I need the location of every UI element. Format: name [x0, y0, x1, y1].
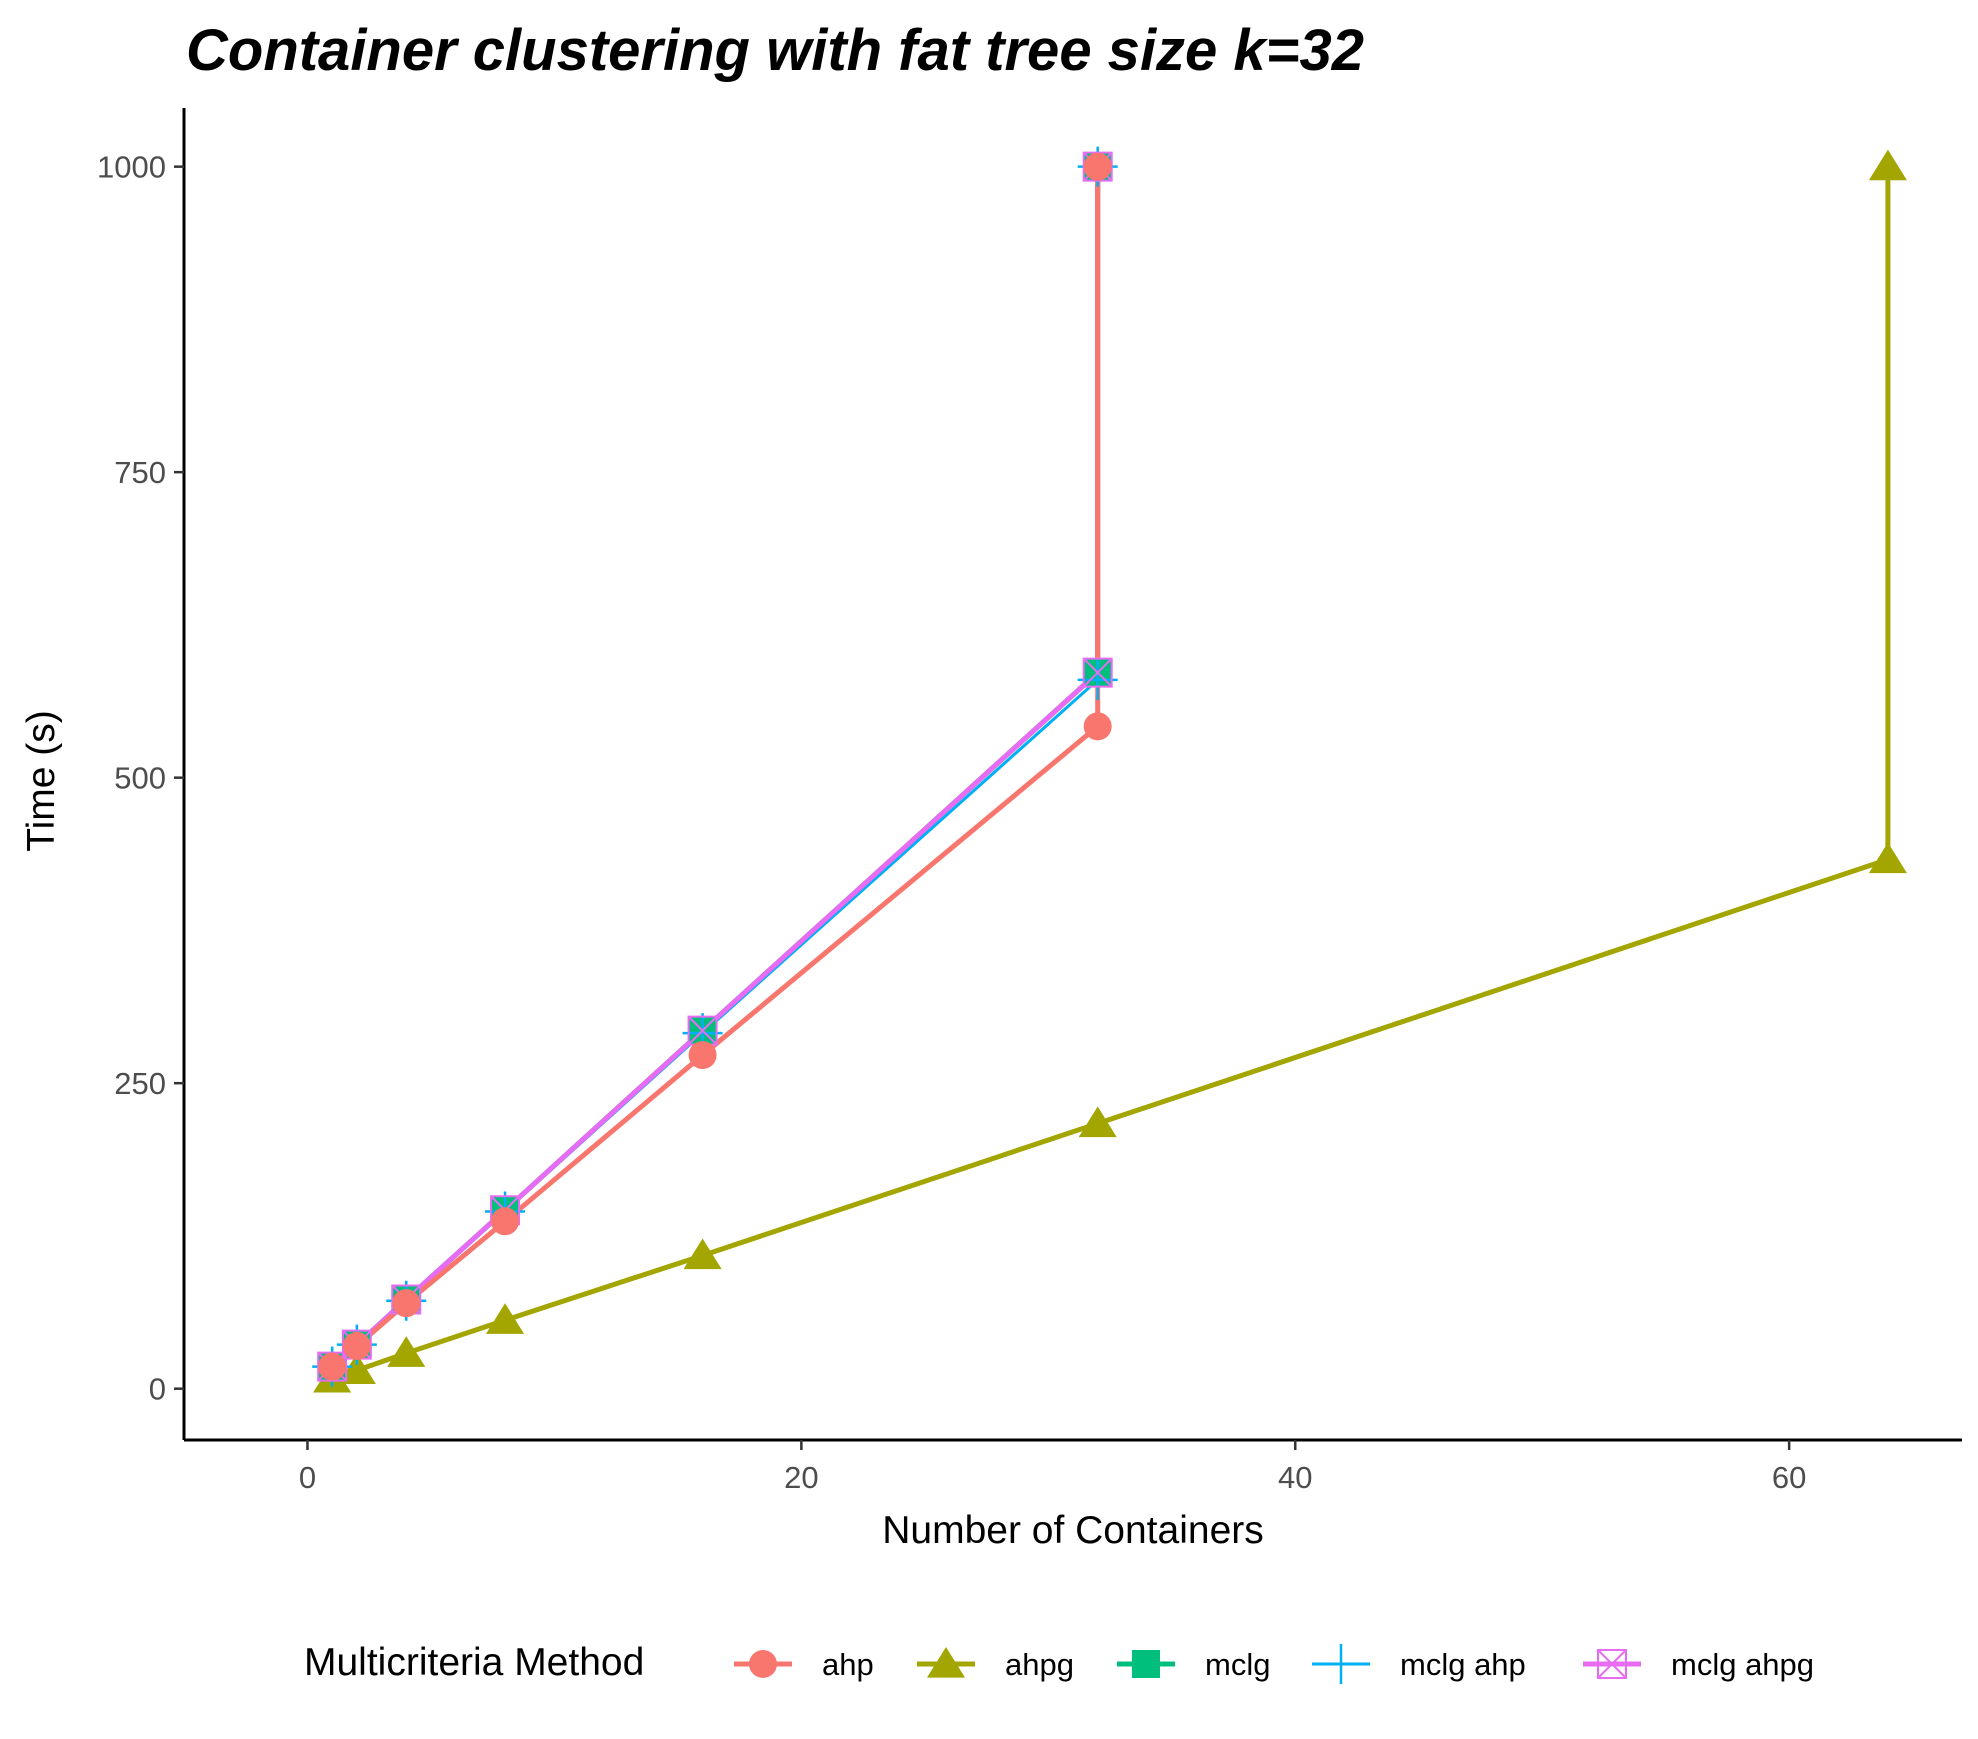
- x-tick-label: 60: [1772, 1460, 1806, 1495]
- legend-key-marker: [1321, 1644, 1361, 1684]
- legend-key-marker: [749, 1650, 777, 1678]
- data-point-ahpg: [387, 1336, 426, 1367]
- legend-key-marker: [926, 1647, 966, 1678]
- data-point-ahp: [491, 1207, 520, 1236]
- data-point-ahp: [318, 1352, 347, 1381]
- legend-item-ahp: ahp: [734, 1647, 874, 1682]
- x-axis-title: Number of Containers: [882, 1509, 1264, 1552]
- y-axis-title: Time (s): [20, 710, 63, 852]
- x-tick-label: 20: [784, 1460, 818, 1495]
- data-point-ahpg: [337, 1353, 376, 1384]
- data-point-ahpg: [1868, 149, 1907, 181]
- series-line-ahpg: [331, 166, 1891, 1382]
- axes: 0 250 500 750 1000 0 20 40 60: [97, 108, 1962, 1495]
- y-tick-label: 250: [114, 1066, 166, 1101]
- data-point-ahp: [342, 1331, 371, 1360]
- data-point-ahp: [1083, 152, 1112, 181]
- data-point-ahp: [1083, 712, 1112, 741]
- legend-label: ahpg: [1005, 1647, 1074, 1682]
- x-tick-label: 0: [299, 1460, 316, 1495]
- legend-label: mclg: [1205, 1647, 1270, 1682]
- data-point-ahpg: [1868, 842, 1907, 874]
- legend-label: ahp: [822, 1647, 874, 1682]
- data-point-ahp: [392, 1289, 421, 1318]
- series-line-ahp: [330, 166, 1101, 1369]
- legend-key-marker: [1132, 1650, 1160, 1678]
- data-point-ahpg: [683, 1238, 722, 1270]
- legend-label: mclg ahp: [1400, 1647, 1526, 1682]
- series-line-mclg-ahp: [331, 166, 1100, 1368]
- series-line-mclg: [330, 166, 1101, 1369]
- legend-title: Multicriteria Method: [304, 1641, 644, 1684]
- series-line-mclg-ahpg: [330, 166, 1101, 1369]
- legend-key-marker: [1597, 1649, 1627, 1679]
- legend-item-mclg: mclg: [1117, 1647, 1270, 1682]
- legend-item-mclg-ahp: mclg ahp: [1312, 1644, 1526, 1684]
- data-point-ahpg: [1078, 1106, 1117, 1138]
- series-layer: [312, 146, 1907, 1393]
- chart-title: Container clustering with fat tree size …: [186, 18, 1364, 83]
- y-tick-label: 750: [114, 455, 166, 490]
- y-tick-label: 500: [114, 761, 166, 796]
- data-point-mclg-ahpg: [687, 1015, 718, 1046]
- legend-item-mclg-ahpg: mclg ahpg: [1583, 1647, 1814, 1682]
- legend-item-ahpg: ahpg: [917, 1647, 1074, 1682]
- y-tick-label: 1000: [97, 150, 166, 185]
- x-tick-label: 40: [1278, 1460, 1312, 1495]
- data-point-ahp: [688, 1041, 717, 1070]
- data-point-ahpg: [485, 1303, 525, 1334]
- legend: Multicriteria Method ahp ahpg mclg mclg ahp…: [304, 1641, 1814, 1684]
- y-tick-label: 0: [149, 1372, 166, 1407]
- data-point-mclg-ahpg: [1082, 657, 1113, 688]
- legend-label: mclg ahpg: [1671, 1647, 1814, 1682]
